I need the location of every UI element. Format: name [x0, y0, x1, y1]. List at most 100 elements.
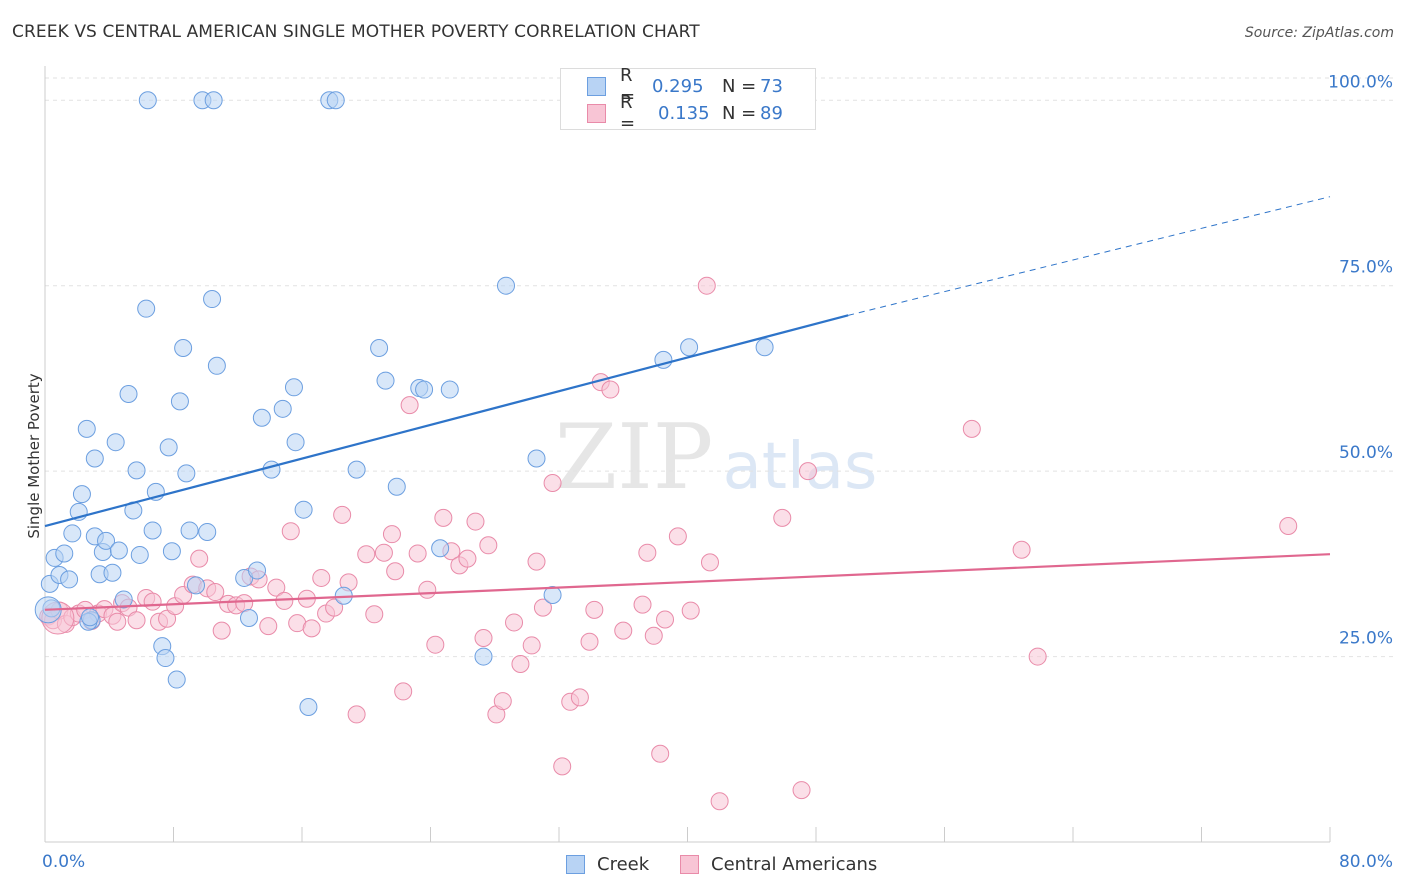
creek-point	[138, 91, 157, 110]
bottom-creek-swatch	[566, 854, 585, 874]
creek-point	[130, 545, 149, 564]
central-americans-point	[585, 600, 604, 619]
creek-point	[326, 91, 345, 110]
central-americans-point	[700, 553, 719, 572]
central-americans-point	[633, 595, 652, 614]
central-americans-point	[798, 462, 817, 481]
creek-point	[198, 522, 217, 541]
watermark-zip: ZIP	[555, 405, 714, 510]
central-americans-point	[312, 568, 331, 587]
bottom-creek-label: Creek	[597, 853, 650, 875]
y-tick-label: 75.0%	[1339, 258, 1393, 278]
central-americans-point	[543, 473, 562, 492]
creek-point	[294, 500, 313, 519]
creek-point	[55, 544, 74, 563]
creek-point	[239, 608, 258, 627]
creek-point	[109, 541, 128, 560]
creek-point	[284, 378, 303, 397]
creek-point	[97, 531, 116, 550]
central-americans-point	[1012, 540, 1031, 559]
creek-point	[159, 438, 178, 457]
creek-point	[680, 338, 699, 357]
central-americans-point	[365, 605, 384, 624]
central-americans-point	[792, 781, 811, 800]
creek-point	[137, 299, 156, 318]
central-americans-point	[533, 598, 552, 617]
creek-point	[496, 276, 515, 295]
central-americans-point	[382, 525, 401, 544]
central-americans-point	[493, 692, 512, 711]
central-americans-point	[466, 512, 485, 531]
central-americans-point	[681, 601, 700, 620]
central-americans-point	[434, 508, 453, 527]
central-americans-point	[259, 617, 278, 636]
correlation-legend: R = 0.295 N = 73 R = 0.135 N = 89	[560, 65, 816, 134]
trend-lines	[44, 196, 1331, 611]
central-americans-point	[527, 552, 546, 571]
creek-point	[755, 338, 774, 357]
central-americans-point	[212, 621, 231, 640]
central-americans-point	[553, 757, 572, 776]
central-americans-point	[302, 619, 321, 638]
creek-point	[273, 399, 292, 418]
central-americans-trend-line	[44, 553, 1331, 611]
creek-point	[347, 460, 366, 479]
central-americans-point	[474, 629, 493, 648]
creek-point	[543, 585, 562, 604]
central-americans-point	[408, 544, 427, 563]
creek-point	[262, 460, 281, 479]
creek-point	[252, 408, 271, 427]
creek-point	[207, 356, 226, 375]
central-americans-point	[206, 583, 225, 602]
central-americans-point	[108, 612, 127, 631]
creek-point	[119, 384, 138, 403]
creek-trend-extension	[848, 196, 1331, 316]
central-americans-point	[601, 380, 620, 399]
y-tick-labels: 25.0% 50.0% 75.0% 100.0%	[1328, 72, 1393, 648]
legend-row-ca: R = 0.135 N = 89	[587, 92, 783, 134]
creek-point	[77, 419, 96, 438]
central-americans-point	[668, 527, 687, 546]
bottom-ca-label: Central Americans	[711, 853, 878, 875]
central-americans-point	[357, 545, 376, 564]
creek-point	[474, 647, 493, 666]
central-americans-point	[127, 611, 146, 630]
creek-point	[370, 338, 389, 357]
central-americans-point	[773, 508, 792, 527]
central-americans-point	[275, 591, 294, 610]
central-americans-point	[644, 626, 663, 645]
source-label: Source: ZipAtlas.com	[1244, 25, 1394, 41]
creek-point	[143, 521, 162, 540]
creek-point	[167, 670, 186, 689]
creek-point	[103, 563, 122, 582]
creek-point	[162, 542, 181, 561]
central-americans-point	[710, 792, 729, 811]
central-americans-point	[400, 396, 419, 415]
creek-point	[299, 698, 318, 717]
central-americans-point	[190, 549, 209, 568]
creek-point	[431, 539, 450, 558]
central-americans-point	[158, 609, 177, 628]
central-americans-point	[347, 705, 366, 724]
central-americans-point	[325, 598, 344, 617]
creek-point	[63, 524, 82, 543]
central-americans-point	[651, 744, 670, 763]
central-americans-point	[962, 419, 981, 438]
creek-swatch	[587, 76, 606, 96]
central-americans-point	[479, 536, 498, 555]
creek-point	[170, 392, 189, 411]
central-americans-point	[386, 562, 405, 581]
central-americans-point	[697, 276, 716, 295]
creek-points	[34, 91, 774, 717]
creek-point	[387, 477, 406, 496]
x-axis-min-label: 0.0%	[42, 852, 86, 872]
creek-point	[156, 649, 175, 668]
creek-point	[186, 576, 205, 595]
central-americans-point	[614, 621, 633, 640]
central-americans-point	[281, 522, 300, 541]
creek-point	[127, 461, 146, 480]
central-americans-point	[333, 505, 352, 524]
creek-point	[248, 561, 267, 580]
ca-swatch	[587, 103, 606, 123]
creek-trend-line	[44, 314, 849, 528]
